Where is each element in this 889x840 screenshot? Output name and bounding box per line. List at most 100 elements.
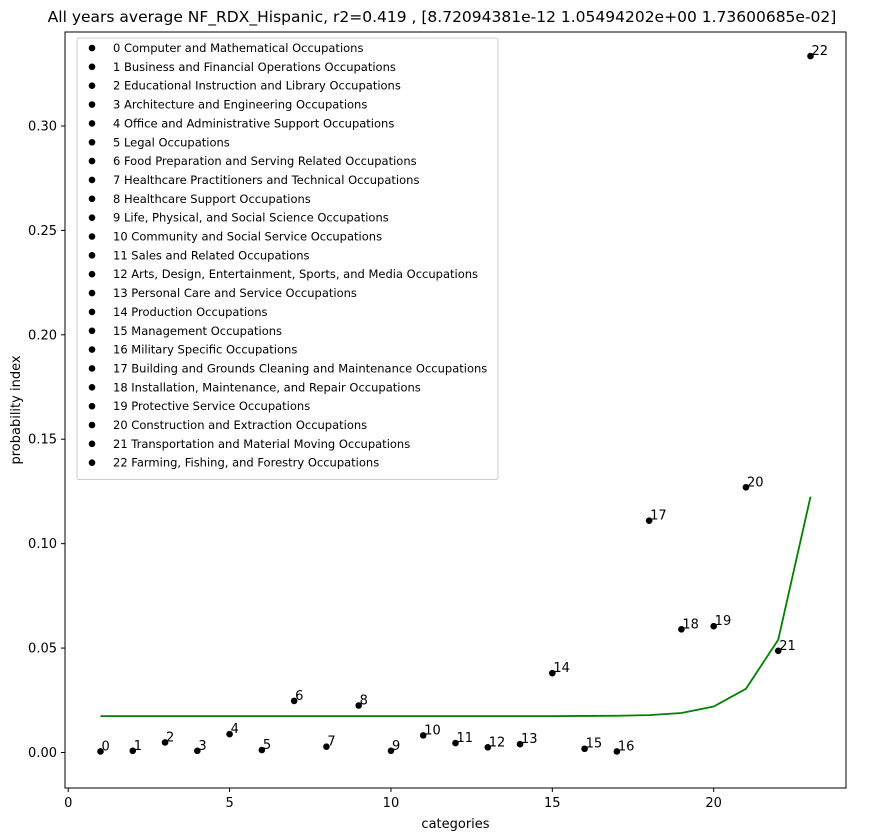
data-point — [290, 697, 298, 705]
legend-marker — [88, 440, 96, 448]
legend-frame — [76, 37, 499, 481]
legend-marker — [88, 402, 96, 410]
legend-marker — [88, 308, 96, 316]
x-axis: 0 5 10 15 20 — [64, 788, 722, 811]
data-point-label: 6 — [295, 689, 303, 704]
data-point — [194, 747, 201, 755]
y-tick-label: 0.10 — [28, 537, 57, 552]
legend-entry: 0 Computer and Mathematical Occupations — [113, 41, 363, 55]
legend-marker — [88, 195, 96, 203]
data-point — [452, 739, 459, 747]
legend-entry: 17 Building and Grounds Cleaning and Mai… — [113, 361, 487, 375]
legend-entry: 22 Farming, Fishing, and Forestry Occupa… — [113, 456, 379, 470]
legend-entry: 19 Protective Service Occupations — [113, 399, 310, 413]
data-point-label: 2 — [166, 730, 174, 745]
legend-marker — [88, 138, 96, 146]
data-point-label: 16 — [618, 739, 635, 754]
data-point — [678, 625, 685, 633]
data-point — [613, 748, 621, 755]
y-tick-label: 0.20 — [28, 328, 57, 343]
y-tick-label: 0.00 — [28, 746, 57, 761]
data-point — [710, 622, 717, 630]
legend-entry: 9 Life, Physical, and Social Science Occ… — [113, 211, 389, 225]
data-point-label: 5 — [263, 738, 271, 753]
legend-marker — [88, 270, 96, 278]
legend-entry: 20 Construction and Extraction Occupatio… — [113, 418, 367, 432]
legend-entry: 21 Transportation and Material Moving Oc… — [113, 437, 410, 451]
legend-marker — [88, 289, 96, 297]
legend-entry: 12 Arts, Design, Entertainment, Sports, … — [113, 267, 478, 281]
y-tick-label: 0.30 — [28, 119, 57, 134]
y-tick-label: 0.05 — [28, 642, 57, 657]
legend-marker — [88, 157, 96, 165]
data-point-label: 15 — [586, 737, 603, 752]
legend-marker — [88, 365, 96, 372]
x-tick-label: 0 — [64, 796, 72, 811]
legend-marker — [88, 120, 96, 127]
data-point — [258, 746, 266, 754]
data-point-label: 10 — [424, 723, 441, 738]
data-point-label: 20 — [747, 475, 764, 490]
data-point — [774, 647, 782, 655]
data-point-label: 0 — [102, 739, 110, 754]
data-point-label: 18 — [682, 617, 699, 632]
data-point — [226, 730, 233, 738]
legend-entry: 18 Installation, Maintenance, and Repair… — [113, 380, 421, 394]
x-tick-label: 10 — [383, 796, 400, 811]
legend-entry: 3 Architecture and Engineering Occupatio… — [113, 98, 367, 112]
data-point — [807, 52, 814, 60]
legend-marker — [88, 327, 96, 335]
data-point — [419, 732, 427, 739]
legend-marker — [88, 233, 96, 240]
chart-title: All years average NF_RDX_Hispanic, r2=0.… — [48, 8, 837, 27]
legend-marker — [88, 214, 96, 221]
data-point — [323, 743, 330, 750]
legend-marker — [88, 44, 96, 52]
data-point — [516, 740, 524, 748]
data-point — [129, 747, 137, 755]
legend-entry: 13 Personal Care and Service Occupations — [113, 286, 357, 300]
data-point-label: 19 — [715, 614, 732, 629]
y-tick-label: 0.25 — [28, 224, 57, 239]
fit-line — [100, 496, 812, 718]
data-point-label: 11 — [457, 731, 474, 746]
data-point-label: 9 — [392, 739, 400, 754]
legend-marker — [88, 82, 96, 89]
data-point — [581, 745, 588, 753]
legend-marker — [88, 346, 96, 353]
legend-entry: 14 Production Occupations — [113, 305, 267, 319]
data-point — [161, 739, 169, 746]
y-tick-label: 0.15 — [28, 433, 57, 448]
legend-entry: 16 Military Specific Occupations — [113, 343, 297, 357]
data-point — [549, 669, 556, 677]
legend-marker — [88, 101, 96, 108]
x-tick-label: 15 — [544, 796, 561, 811]
legend-marker — [88, 63, 96, 71]
legend-entry: 11 Sales and Related Occupations — [113, 248, 310, 262]
x-axis-label: categories — [421, 817, 489, 832]
x-tick-label: 5 — [225, 796, 233, 811]
y-axis-label: probability index — [9, 355, 24, 464]
legend-entry: 4 Office and Administrative Support Occu… — [113, 116, 394, 130]
data-point-label: 22 — [812, 44, 829, 59]
data-point-label: 1 — [134, 739, 142, 754]
data-point — [97, 748, 104, 755]
legend-marker — [88, 421, 96, 429]
legend-entry: 8 Healthcare Support Occupations — [113, 192, 311, 206]
data-point-label: 7 — [327, 735, 335, 750]
legend-marker — [88, 176, 96, 184]
data-point — [355, 702, 362, 709]
data-point — [645, 517, 653, 524]
legend: 0 Computer and Mathematical Occupations 1… — [76, 37, 499, 481]
plot-frame — [64, 31, 847, 789]
legend-entry: 10 Community and Social Service Occupati… — [113, 230, 382, 244]
data-point — [387, 747, 395, 755]
data-point-label: 13 — [521, 732, 538, 747]
legend-marker — [88, 252, 96, 259]
data-point-label: 21 — [779, 639, 796, 654]
legend-marker — [88, 384, 96, 391]
legend-marker — [88, 459, 96, 467]
data-point-label: 14 — [553, 661, 570, 676]
